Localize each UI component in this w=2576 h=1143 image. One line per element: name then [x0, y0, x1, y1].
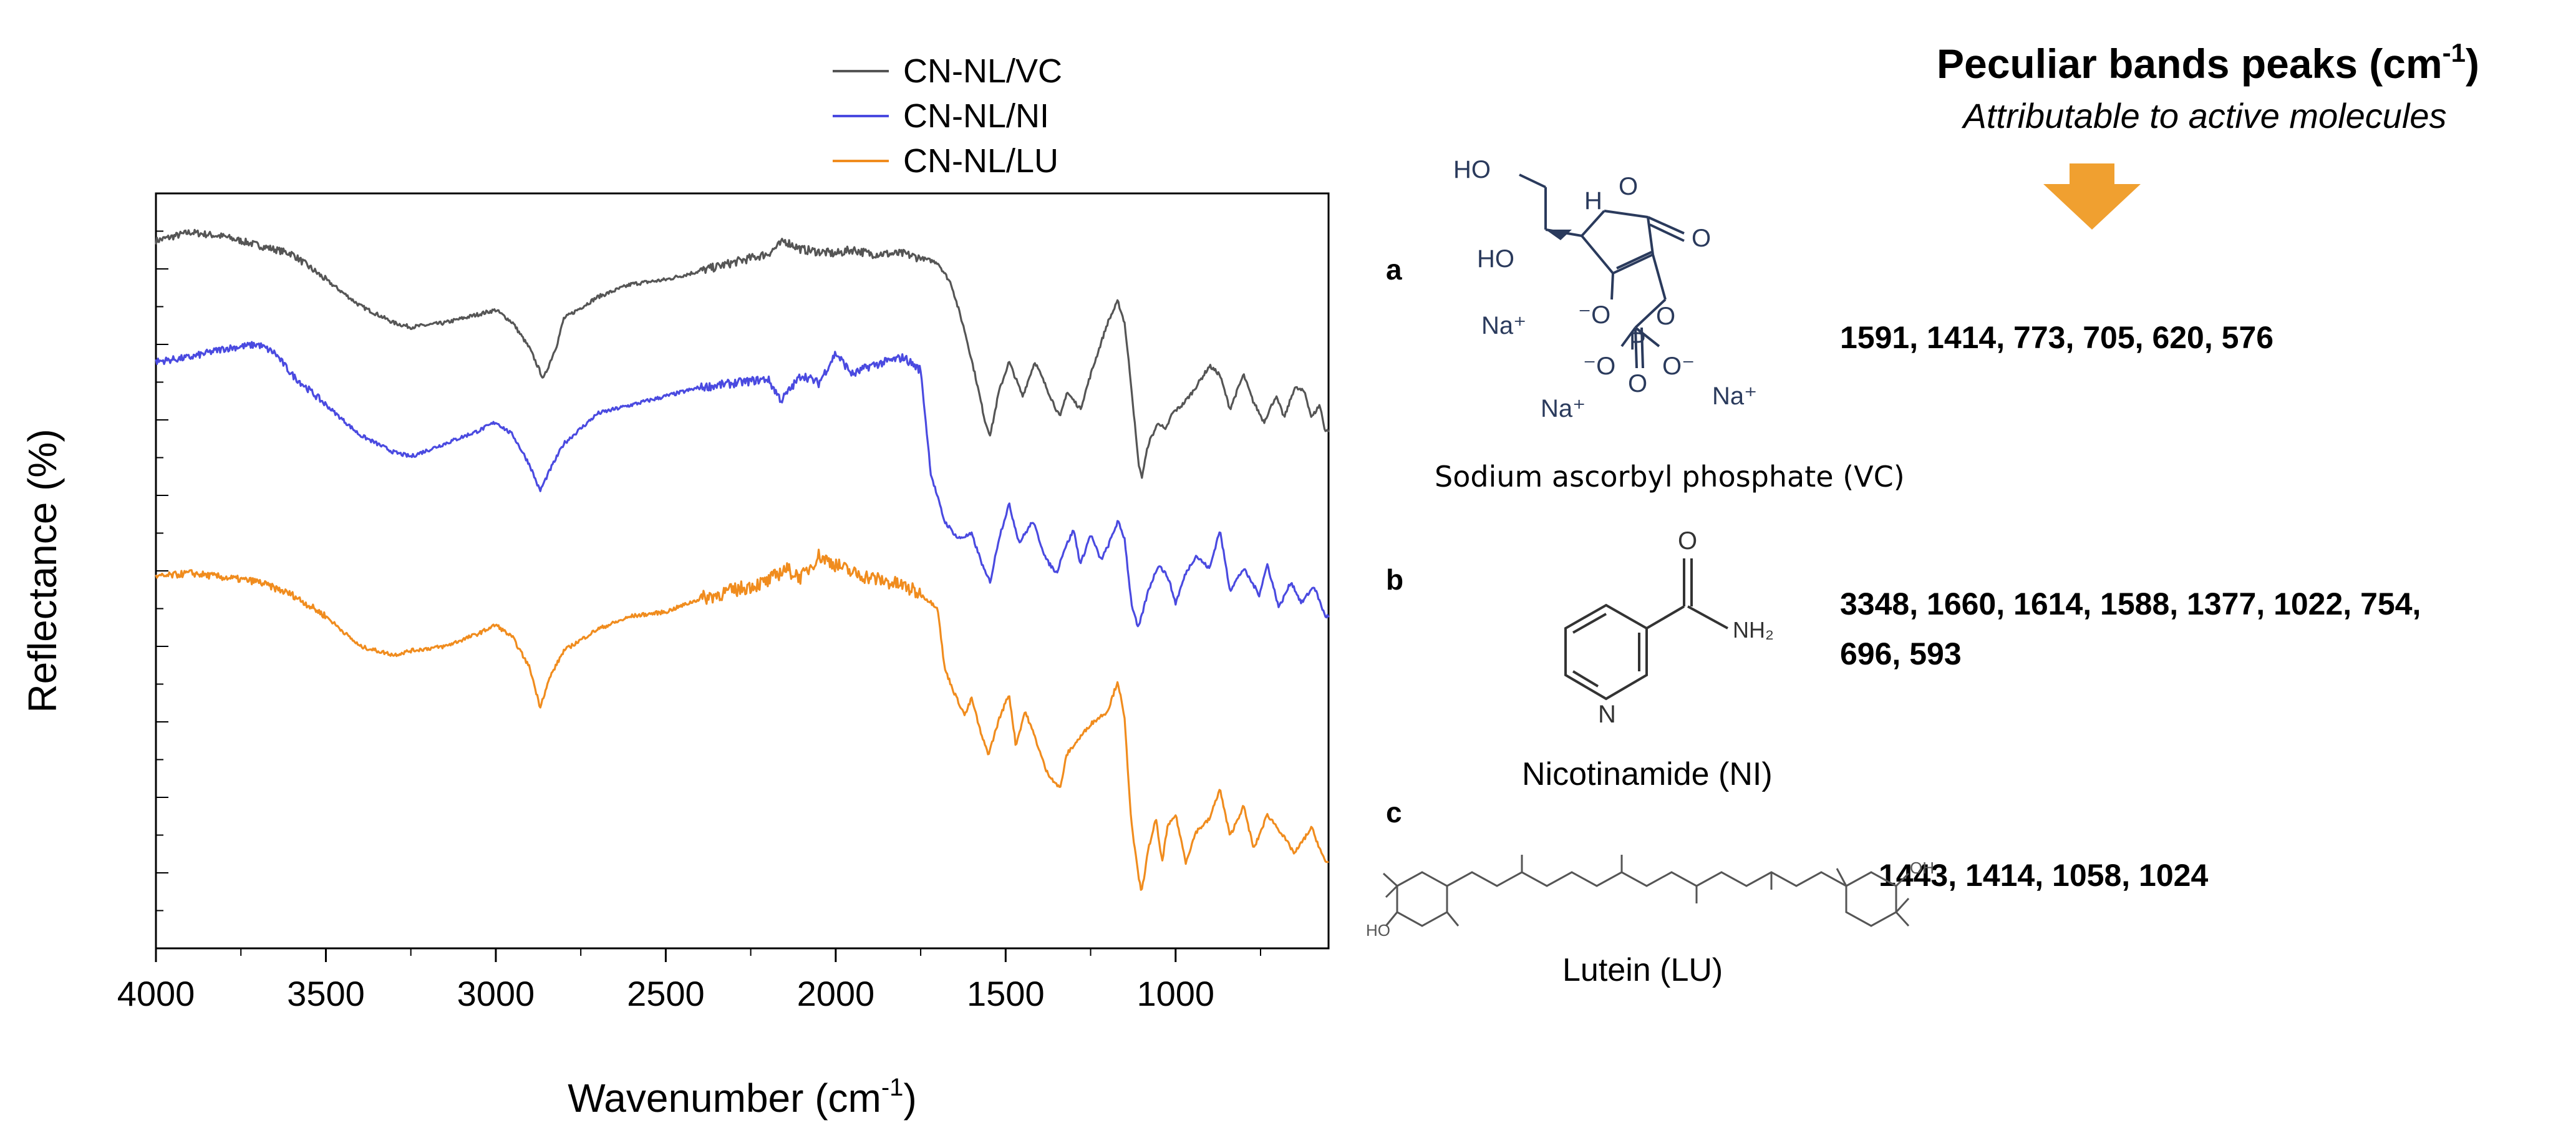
svg-text:HO: HO	[1453, 156, 1491, 183]
x-tick-label: 1000	[1136, 974, 1214, 1013]
nicotinamide-structure	[1564, 558, 1728, 701]
svg-text:N: N	[1598, 701, 1616, 728]
lutein-labels: OH HO	[1366, 858, 1934, 940]
series-line-cn-nl-ni	[155, 341, 1330, 628]
svg-text:O: O	[1678, 527, 1697, 555]
ftir-chart: 4000 3500 3000 2500 2000 1500 1000 Reflectance…	[20, 52, 1330, 1121]
sodium-ascorbyl-phosphate-structure	[1519, 173, 1685, 369]
svg-text:OH: OH	[1910, 858, 1934, 877]
svg-text:O⁻: O⁻	[1662, 353, 1695, 380]
x-tick-label: 4000	[117, 974, 195, 1013]
svg-text:O: O	[1692, 225, 1711, 252]
svg-text:Na⁺: Na⁺	[1481, 312, 1526, 339]
item-b-peaks-line2: 696, 593	[1840, 636, 1962, 671]
item-a-compound: Sodium ascorbyl phosphate (VC)	[1435, 460, 1905, 494]
svg-text:P: P	[1629, 328, 1646, 355]
svg-text:O: O	[1656, 303, 1675, 330]
svg-text:H: H	[1584, 187, 1602, 215]
item-c-compound: Lutein (LU)	[1562, 952, 1723, 988]
x-tick-label: 3000	[457, 974, 535, 1013]
svg-text:Na⁺: Na⁺	[1541, 395, 1586, 422]
series-line-cn-nl-lu	[155, 548, 1329, 891]
x-tick-label: 1500	[967, 974, 1045, 1013]
item-a-peaks: 1591, 1414, 773, 705, 620, 576	[1840, 320, 2273, 355]
sodium-ascorbyl-phosphate-labels: HO HO H O O Na⁺ ⁻O O P O ⁻O O⁻ Na⁺ Na⁺	[1453, 156, 1757, 422]
x-ticks: 4000 3500 3000 2500 2000 1500 1000	[117, 948, 1262, 1013]
down-arrow-icon	[2043, 163, 2141, 230]
legend-label: CN-NL/NI	[903, 97, 1049, 135]
svg-text:⁻O: ⁻O	[1583, 353, 1615, 380]
item-a-letter: a	[1386, 253, 1402, 286]
item-b-compound: Nicotinamide (NI)	[1522, 756, 1773, 792]
item-c-peaks: 1443, 1414, 1058, 1024	[1879, 858, 2208, 893]
legend-label: CN-NL/VC	[903, 52, 1062, 90]
panel-title: Peculiar bands peaks (cm-1)	[1937, 38, 2479, 87]
svg-text:HO: HO	[1366, 921, 1390, 940]
series-line-cn-nl-vc	[155, 228, 1330, 479]
panel-subtitle: Attributable to active molecules	[1961, 96, 2446, 135]
svg-text:Na⁺: Na⁺	[1712, 382, 1757, 410]
svg-text:⁻O: ⁻O	[1578, 301, 1610, 329]
y-ticks	[156, 230, 168, 912]
legend: CN-NL/VC CN-NL/NI CN-NL/LU	[833, 52, 1062, 180]
svg-text:O: O	[1619, 173, 1638, 200]
x-tick-label: 2000	[797, 974, 875, 1013]
x-tick-label: 3500	[287, 974, 365, 1013]
svg-text:O: O	[1628, 370, 1647, 397]
item-c-letter: c	[1386, 796, 1402, 829]
x-axis-label: Wavenumber (cm-1)	[568, 1074, 917, 1121]
legend-label: CN-NL/LU	[903, 142, 1058, 180]
item-b-peaks-line1: 3348, 1660, 1614, 1588, 1377, 1022, 754,	[1840, 586, 2421, 621]
series-layer	[155, 228, 1330, 891]
svg-text:HO: HO	[1477, 245, 1514, 273]
nicotinamide-labels: O NH₂ N	[1598, 527, 1774, 728]
svg-text:NH₂: NH₂	[1733, 617, 1774, 643]
item-b-letter: b	[1386, 563, 1403, 596]
lutein-structure	[1382, 855, 1910, 927]
peaks-panel: Peculiar bands peaks (cm-1) Attributable…	[1366, 38, 2479, 988]
y-axis-label: Reflectance (%)	[20, 429, 65, 713]
x-tick-label: 2500	[627, 974, 705, 1013]
